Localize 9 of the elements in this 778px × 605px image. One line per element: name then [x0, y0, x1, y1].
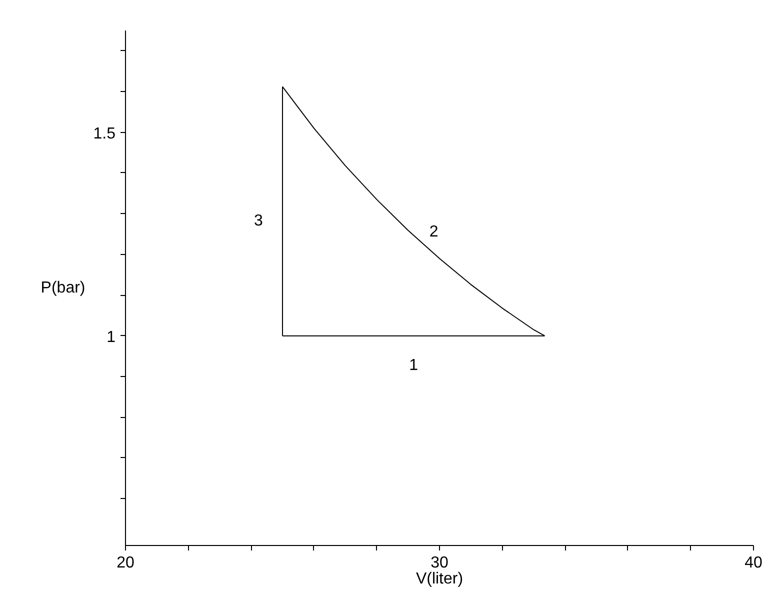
x-tick-label: 40: [744, 554, 762, 572]
annotation: 1: [409, 356, 418, 374]
y-axis-title: P(bar): [40, 280, 86, 296]
annotation: 2: [429, 223, 438, 240]
x-tick-label: 20: [116, 554, 134, 572]
y-tick-label: 1.5: [93, 125, 116, 142]
x-axis-title: V(liter): [416, 570, 464, 588]
annotation: 3: [254, 212, 264, 230]
x-tick-label: 30: [430, 554, 448, 572]
